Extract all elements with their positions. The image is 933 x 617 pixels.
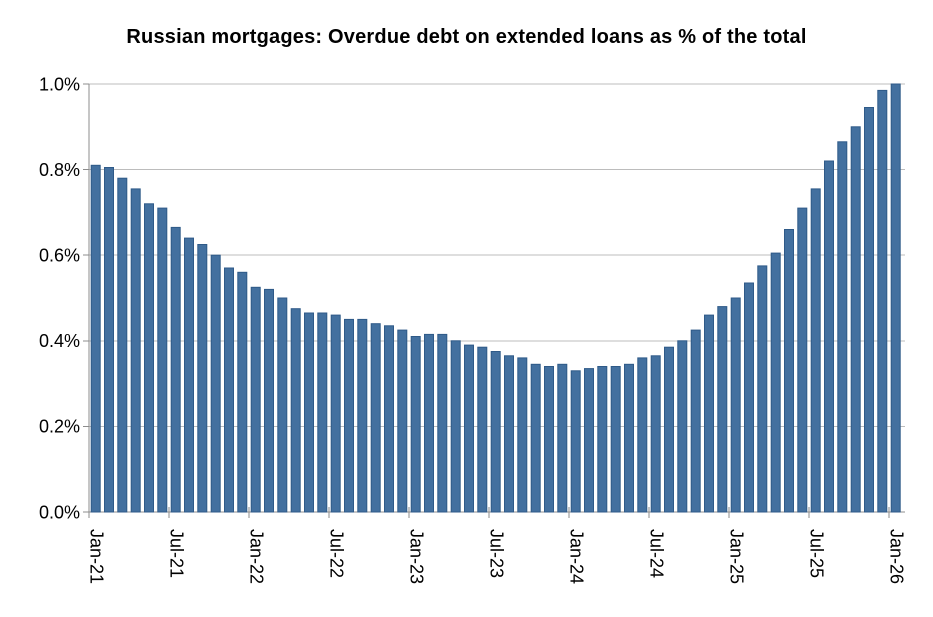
bar [810, 188, 821, 513]
chart-title: Russian mortgages: Overdue debt on exten… [126, 26, 807, 48]
bar [330, 314, 341, 513]
x-axis-tick-label: Jul-21 [166, 529, 186, 578]
bar [410, 336, 421, 513]
y-axis-labels: 0.0% 0.2% 0.4% 0.6% 0.8% 1.0% [39, 74, 80, 522]
bars [90, 83, 901, 513]
bar [224, 267, 234, 513]
bar [730, 297, 741, 513]
bar [824, 160, 834, 513]
bar [517, 357, 528, 513]
bar [544, 366, 554, 513]
bar [130, 188, 141, 513]
bar [90, 164, 101, 513]
bar [557, 363, 568, 513]
bar [237, 271, 248, 513]
x-axis-labels: Jan-21 Jul-21 Jan-22 Jul-22 Jan-23 Jul-23 Jan-… [86, 529, 906, 584]
x-axis-tick-label: Jan-22 [246, 529, 266, 584]
y-axis-tick-label: 0.2% [39, 417, 80, 437]
bar [704, 314, 714, 513]
bar [490, 351, 501, 513]
bar [530, 363, 541, 513]
x-axis-tick-label: Jul-24 [646, 529, 666, 578]
bar [277, 297, 288, 513]
bar [210, 254, 221, 513]
bar [357, 318, 368, 513]
y-axis-tick-label: 1.0% [39, 74, 80, 94]
bar [770, 252, 781, 513]
bar [424, 333, 434, 513]
bar [157, 207, 168, 513]
bar [397, 329, 408, 513]
x-axis-tick-label: Jul-22 [326, 529, 346, 578]
bar [717, 306, 728, 513]
bar [250, 286, 261, 513]
y-axis-tick-label: 0.4% [39, 331, 80, 351]
y-axis-tick-label: 0.8% [39, 160, 80, 180]
y-axis-tick-label: 0.0% [39, 502, 80, 522]
bar [664, 346, 674, 513]
bar [797, 207, 808, 513]
bar [784, 229, 794, 513]
bar [837, 141, 848, 513]
bar [864, 107, 874, 513]
bar [624, 363, 634, 513]
y-axis-tick-label: 0.6% [39, 246, 80, 266]
bar [317, 312, 328, 513]
bar [117, 177, 128, 513]
bar [184, 237, 194, 513]
bar [690, 329, 701, 513]
bar [290, 308, 301, 513]
bar [450, 340, 461, 513]
bar [744, 282, 754, 513]
bar [877, 89, 888, 513]
bar [264, 288, 274, 513]
bar [584, 368, 594, 513]
x-axis-tick-label: Jul-23 [486, 529, 506, 578]
bar [197, 244, 208, 513]
bar [304, 312, 314, 513]
bar [170, 226, 181, 513]
tick-marks [83, 83, 890, 518]
x-axis-tick-label: Jan-23 [406, 529, 426, 584]
bar [504, 355, 514, 513]
bar [370, 323, 381, 513]
bar [437, 333, 448, 513]
bar [464, 344, 474, 513]
bar [597, 366, 608, 513]
bar [650, 355, 661, 513]
bar [890, 83, 901, 513]
bar [570, 370, 581, 513]
bar [344, 318, 354, 513]
bar [850, 126, 861, 513]
bar [477, 346, 488, 513]
bar [677, 340, 688, 513]
bar [144, 203, 154, 513]
x-axis-tick-label: Jan-24 [566, 529, 586, 584]
x-axis-tick-label: Jan-21 [86, 529, 106, 584]
x-axis-tick-label: Jan-26 [886, 529, 906, 584]
x-axis-tick-label: Jan-25 [726, 529, 746, 584]
bar [637, 357, 648, 513]
bar [757, 265, 768, 513]
x-axis-tick-label: Jul-25 [806, 529, 826, 578]
bar [104, 167, 114, 513]
bar [610, 366, 621, 513]
bar [384, 325, 394, 513]
